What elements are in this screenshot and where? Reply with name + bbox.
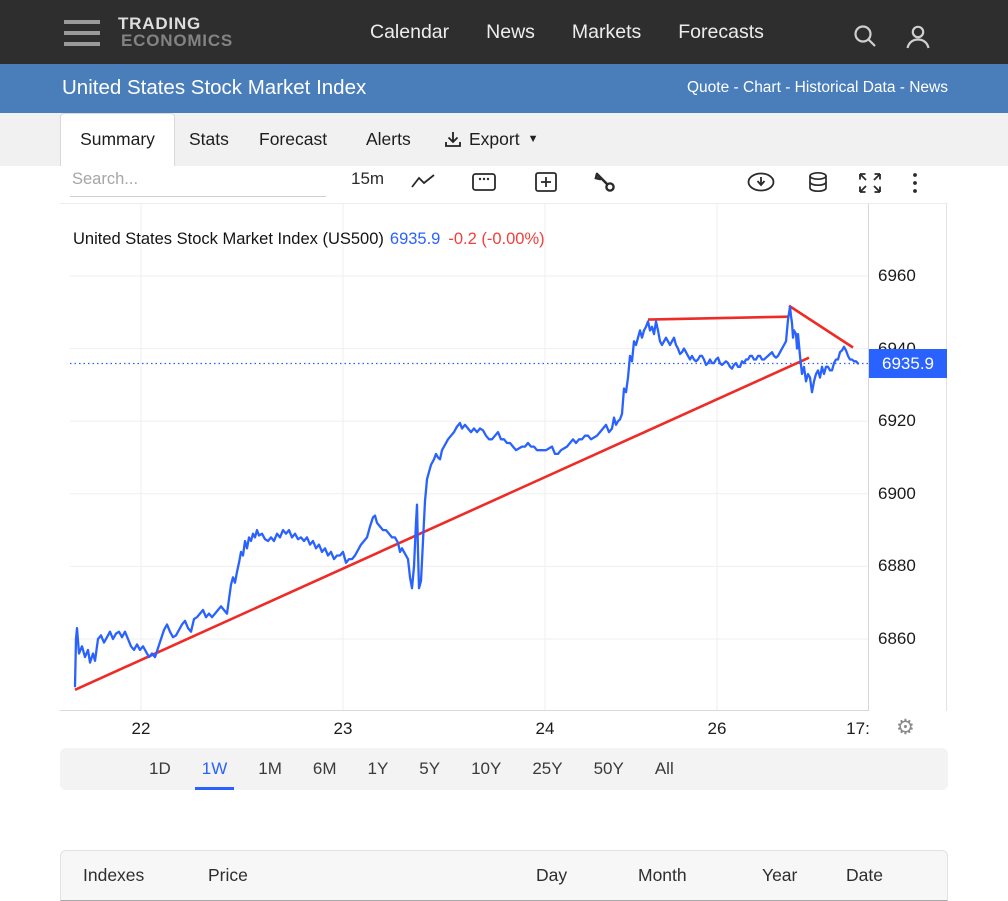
table-header-day[interactable]: Day — [536, 865, 568, 885]
export-label: Export — [469, 129, 520, 149]
download-icon — [445, 131, 461, 147]
nav-item-calendar[interactable]: Calendar — [370, 20, 450, 43]
y-tick-label: 6960 — [878, 266, 916, 285]
search-input[interactable] — [70, 166, 326, 197]
range-button-all[interactable]: All — [654, 759, 674, 778]
data-source-icon[interactable] — [805, 170, 831, 196]
axis-divider — [60, 710, 868, 711]
range-button-50y[interactable]: 50Y — [593, 759, 624, 778]
range-button-6m[interactable]: 6M — [312, 759, 337, 778]
x-tick-label: 23 — [333, 719, 353, 738]
panel-icon[interactable] — [470, 170, 498, 194]
x-tick-label: 17: — [846, 719, 870, 738]
nav-item-news[interactable]: News — [486, 20, 535, 43]
legend-title: United States Stock Market Index (US500) — [73, 230, 384, 248]
search-icon[interactable] — [851, 23, 879, 51]
range-button-1w[interactable]: 1W — [195, 748, 235, 790]
top-navbar: TRADING ECONOMICS Calendar News Markets … — [0, 0, 1008, 64]
quick-links[interactable]: Quote - Chart - Historical Data - News — [687, 79, 948, 96]
indexes-table: Indexes Price Day Month Year Date — [60, 850, 948, 901]
table-header-date[interactable]: Date — [846, 865, 883, 885]
y-tick-label: 6880 — [878, 556, 916, 576]
tab-summary[interactable]: Summary — [60, 113, 175, 166]
last-price-badge: 6935.9 — [869, 348, 947, 378]
y-tick-label: 6920 — [878, 411, 916, 431]
range-selector: 1D 1W 1M 6M 1Y 5Y 10Y 25Y 50Y All — [60, 748, 948, 790]
x-tick-label: 26 — [707, 719, 727, 738]
tab-alerts[interactable]: Alerts — [366, 129, 411, 149]
download-chart-icon[interactable] — [745, 170, 777, 194]
price-chart[interactable] — [70, 204, 868, 711]
logo-line1: TRADING — [118, 14, 202, 33]
trendline-ascending-support — [74, 356, 810, 692]
range-button-25y[interactable]: 25Y — [532, 759, 563, 778]
chart-area[interactable]: 686068806900692069406960 6935.9 United S… — [60, 203, 948, 711]
nav-item-markets[interactable]: Markets — [571, 20, 642, 43]
user-account-icon[interactable] — [903, 23, 933, 51]
range-button-1y[interactable]: 1Y — [367, 759, 389, 778]
trading-economics-logo[interactable]: TRADING ECONOMICS — [118, 15, 233, 49]
logo-line2: ECONOMICS — [121, 31, 234, 50]
tab-stats[interactable]: Stats — [189, 129, 229, 149]
tools-icon[interactable] — [592, 170, 618, 196]
range-button-1m[interactable]: 1M — [258, 759, 282, 778]
chart-card: 15m — [60, 166, 948, 747]
interval-selector[interactable]: 15m — [351, 169, 385, 188]
main-menu: Calendar News Markets Forecasts — [370, 0, 764, 64]
more-options-icon[interactable] — [910, 170, 920, 196]
table-header-price[interactable]: Price — [208, 865, 248, 885]
chart-toolbar: 15m — [60, 166, 948, 203]
price-series-line — [73, 305, 860, 688]
page-title: United States Stock Market Index — [62, 76, 367, 99]
nav-item-forecasts[interactable]: Forecasts — [678, 20, 764, 43]
x-tick-label: 22 — [131, 719, 151, 738]
tab-strip: Summary Stats Forecast Alerts Export ▼ — [0, 113, 1008, 166]
range-button-5y[interactable]: 5Y — [419, 759, 441, 778]
table-header-month[interactable]: Month — [638, 865, 687, 885]
add-indicator-icon[interactable] — [533, 170, 559, 194]
table-header-indexes[interactable]: Indexes — [83, 865, 145, 885]
range-button-1d[interactable]: 1D — [149, 759, 171, 778]
price-axis[interactable]: 686068806900692069406960 — [868, 204, 947, 711]
y-tick-label: 6900 — [878, 483, 916, 503]
table-header-year[interactable]: Year — [762, 865, 798, 885]
range-button-10y[interactable]: 10Y — [471, 759, 502, 778]
title-bar: United States Stock Market Index Quote -… — [0, 64, 1008, 113]
tab-export[interactable]: Export ▼ — [443, 113, 538, 166]
x-tick-label: 24 — [535, 719, 555, 738]
chart-legend: United States Stock Market Index (US500)… — [73, 230, 545, 249]
fullscreen-icon[interactable] — [856, 170, 884, 196]
hamburger-menu-icon[interactable] — [64, 20, 100, 53]
line-style-icon[interactable] — [409, 170, 437, 194]
legend-price: 6935.9 — [389, 230, 441, 248]
chevron-down-icon: ▼ — [527, 133, 539, 145]
legend-change: -0.2 (-0.00%) — [448, 230, 545, 248]
time-axis[interactable]: ⚙ 22 23 24 26 17: — [60, 710, 948, 747]
trendline-descending-resistance — [788, 304, 854, 349]
y-tick-label: 6860 — [878, 629, 916, 648]
tab-forecast[interactable]: Forecast — [259, 129, 328, 149]
trendline-flat-resistance — [647, 315, 790, 321]
axis-settings-gear-icon[interactable]: ⚙ — [896, 716, 915, 739]
